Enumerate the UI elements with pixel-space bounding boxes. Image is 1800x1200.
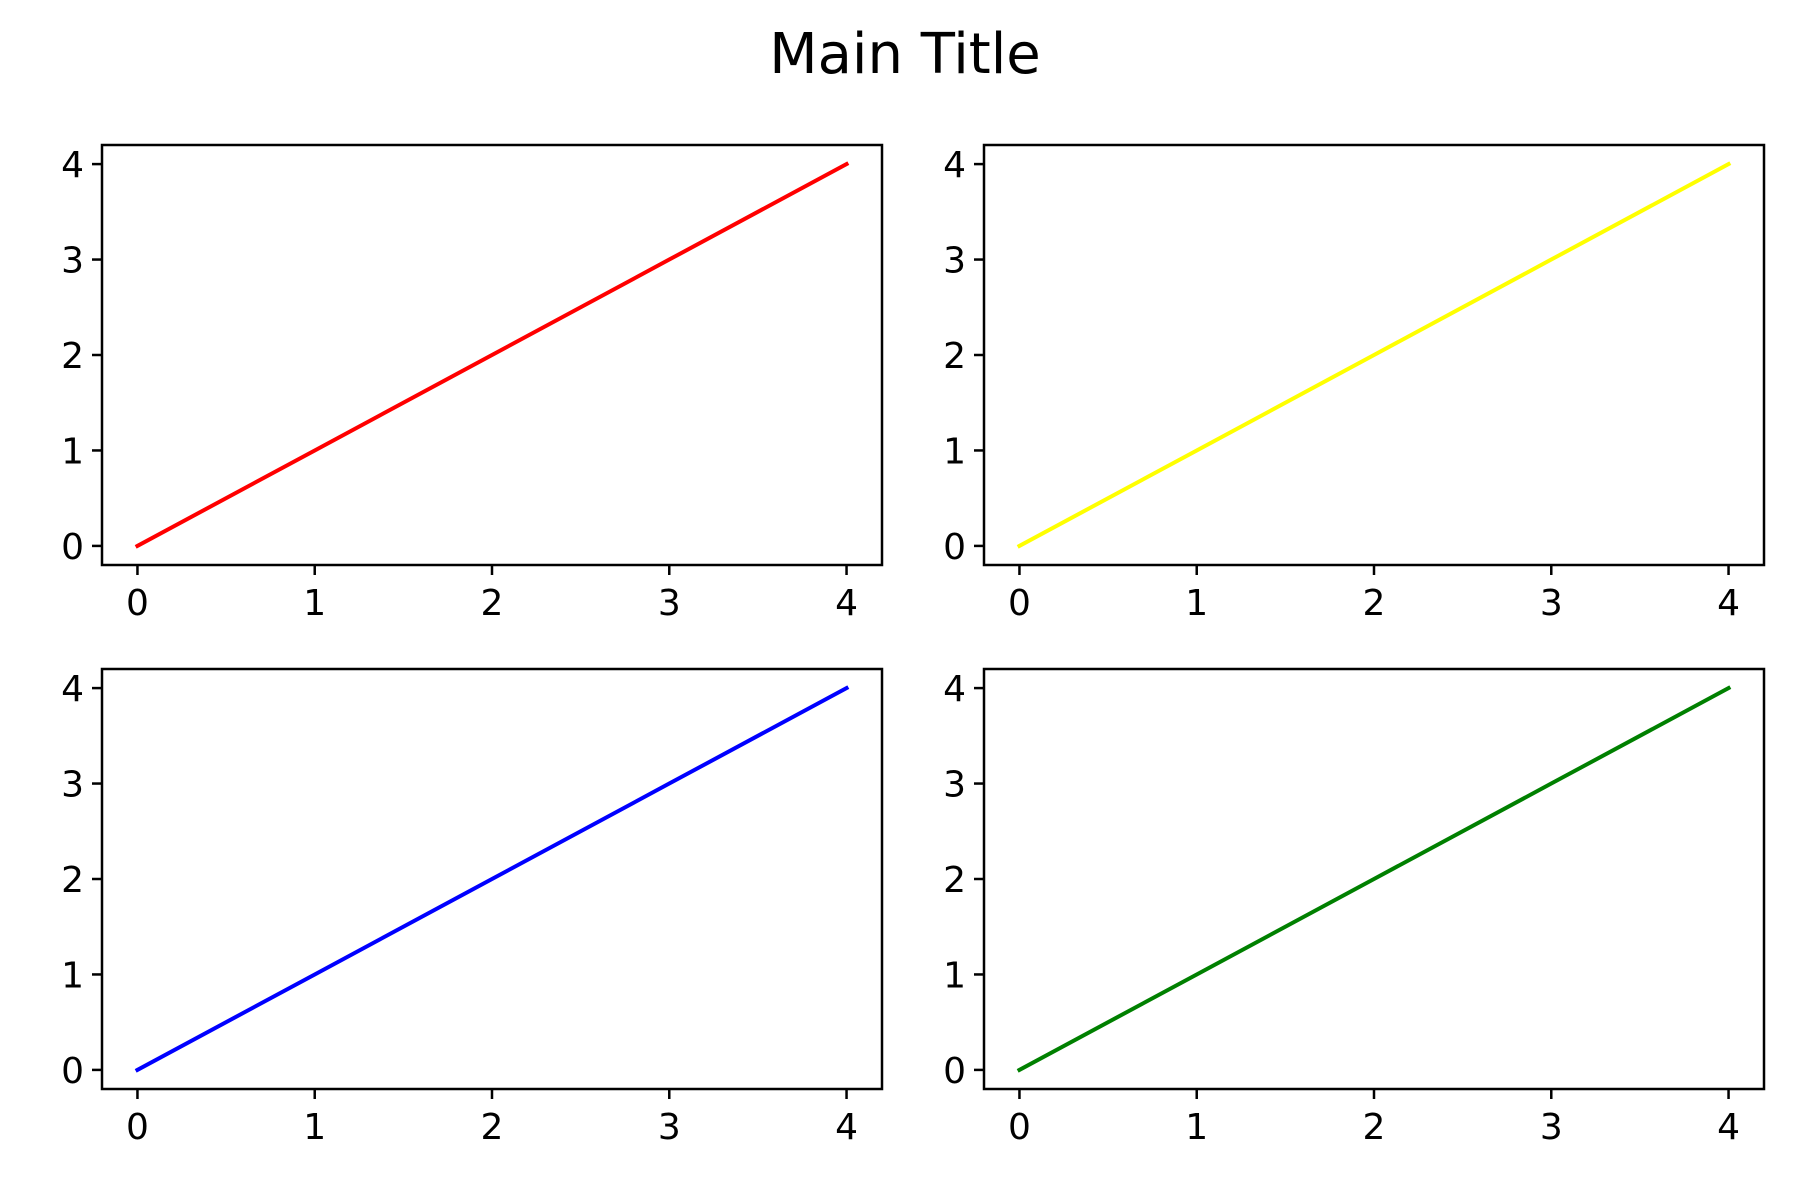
series-line-top-right bbox=[1016, 161, 1732, 549]
x-tick-label: 1 bbox=[303, 583, 326, 624]
x-tick-label: 4 bbox=[835, 583, 858, 624]
y-tick-label: 4 bbox=[61, 669, 84, 710]
y-tick-label: 3 bbox=[943, 241, 966, 282]
y-tick-label: 1 bbox=[943, 431, 966, 472]
x-tick-label: 0 bbox=[1008, 1107, 1031, 1148]
subplot-top-left: 0 1 2 3 4 0 1 2 3 4 bbox=[61, 143, 884, 624]
y-tick-label: 3 bbox=[61, 241, 84, 282]
y-tick-label: 0 bbox=[943, 527, 966, 568]
x-tick-label: 4 bbox=[835, 1107, 858, 1148]
x-tick-label: 2 bbox=[1363, 1107, 1386, 1148]
x-tick-label: 3 bbox=[658, 1107, 681, 1148]
subplot-grid: 0 1 2 3 4 0 1 2 3 4 0 1 2 3 4 0 1 2 3 4 0 1 2 3 4 0 1 2 3 4 0 1 2 3 4 0 1 2 3 4 bbox=[61, 143, 1766, 1148]
y-tick-label: 0 bbox=[61, 527, 84, 568]
x-tick-label: 2 bbox=[481, 583, 504, 624]
x-tick-label: 2 bbox=[481, 1107, 504, 1148]
y-tick-label: 3 bbox=[61, 765, 84, 806]
y-tick-label: 1 bbox=[61, 431, 84, 472]
x-tick-label: 2 bbox=[1363, 583, 1386, 624]
x-tick-label: 0 bbox=[126, 1107, 149, 1148]
main-title: Main Title bbox=[769, 22, 1041, 87]
y-tick-label: 2 bbox=[61, 860, 84, 901]
y-tick-label: 2 bbox=[943, 860, 966, 901]
x-tick-label: 3 bbox=[658, 583, 681, 624]
x-tick-label: 4 bbox=[1717, 583, 1740, 624]
y-tick-label: 4 bbox=[943, 145, 966, 186]
series-line-bottom-right bbox=[1016, 685, 1732, 1073]
x-tick-label: 1 bbox=[303, 1107, 326, 1148]
x-tick-label: 4 bbox=[1717, 1107, 1740, 1148]
x-tick-label: 0 bbox=[126, 583, 149, 624]
y-tick-label: 2 bbox=[943, 336, 966, 377]
x-tick-label: 3 bbox=[1540, 1107, 1563, 1148]
series-line-bottom-left bbox=[134, 685, 850, 1073]
x-tick-label: 0 bbox=[1008, 583, 1031, 624]
subplot-bottom-left: 0 1 2 3 4 0 1 2 3 4 bbox=[61, 667, 884, 1148]
y-tick-label: 3 bbox=[943, 765, 966, 806]
x-tick-label: 1 bbox=[1185, 1107, 1208, 1148]
y-tick-label: 0 bbox=[61, 1051, 84, 1092]
y-tick-label: 2 bbox=[61, 336, 84, 377]
x-tick-label: 3 bbox=[1540, 583, 1563, 624]
subplot-bottom-right: 0 1 2 3 4 0 1 2 3 4 bbox=[943, 667, 1766, 1148]
y-tick-label: 1 bbox=[943, 955, 966, 996]
subplot-top-right: 0 1 2 3 4 0 1 2 3 4 bbox=[943, 143, 1766, 624]
x-tick-label: 1 bbox=[1185, 583, 1208, 624]
series-line-top-left bbox=[134, 161, 850, 549]
y-tick-label: 4 bbox=[943, 669, 966, 710]
y-tick-label: 4 bbox=[61, 145, 84, 186]
y-tick-label: 1 bbox=[61, 955, 84, 996]
y-tick-label: 0 bbox=[943, 1051, 966, 1092]
